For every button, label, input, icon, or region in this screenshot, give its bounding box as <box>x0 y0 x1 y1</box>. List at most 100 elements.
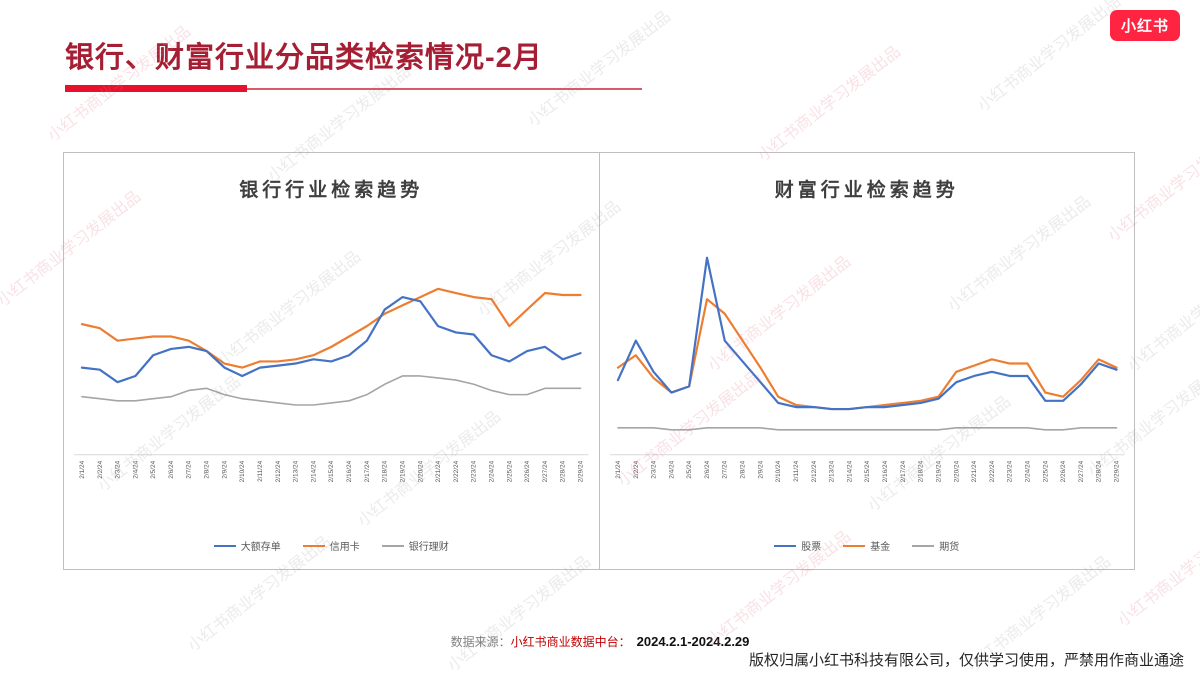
x-tick-label: 2/28/24 <box>560 460 567 482</box>
x-tick-label: 2/23/24 <box>471 460 478 482</box>
wealth-chart-title: 财富行业检索趋势 <box>774 180 959 201</box>
x-tick-label: 2/2/24 <box>632 460 639 478</box>
legend-item: 期货 <box>912 538 959 553</box>
x-tick-label: 2/20/24 <box>953 460 960 482</box>
data-source-line: 数据来源：小红书商业数据中台： 2024.2.1-2024.2.29 <box>0 633 1200 650</box>
wealth-chart-panel: 财富行业检索趋势 2/1/24 2/2/24 2/3/24 2/4/24 2/5/24 2… <box>598 153 1135 569</box>
watermark-text: 小红书商业学习发展出品 <box>754 43 905 165</box>
x-tick-label: 2/27/24 <box>542 460 549 482</box>
x-tick-label: 2/19/24 <box>399 460 406 482</box>
title-block: 银行、财富行业分品类检索情况-2月 <box>65 34 642 93</box>
x-tick-label: 2/12/24 <box>275 460 282 482</box>
line-chart: 2/1/24 2/2/24 2/3/24 2/4/24 2/5/24 2/6/24 2/7/… <box>609 256 1125 482</box>
legend-swatch <box>302 544 325 547</box>
legend-label: 股票 <box>801 542 822 553</box>
x-tick-label: 2/26/24 <box>524 460 531 482</box>
x-tick-label: 2/29/24 <box>578 460 585 482</box>
line-chart: 2/1/24 2/2/24 2/3/24 2/4/24 2/5/24 2/6/24 2/7/… <box>73 287 589 482</box>
x-tick-label: 2/5/24 <box>150 460 157 478</box>
copyright-notice: 版权归属小红书科技有限公司，仅供学习使用，严禁用作商业通途 <box>748 652 1184 669</box>
x-tick-label: 2/20/24 <box>417 460 424 482</box>
x-tick-label: 2/10/24 <box>239 460 246 482</box>
x-tick-label: 2/22/24 <box>988 460 995 482</box>
xiaohongshu-logo: 小红书 <box>1109 10 1180 41</box>
series-line <box>616 427 1117 431</box>
x-tick-label: 2/29/24 <box>1113 460 1120 482</box>
x-tick-label: 2/18/24 <box>917 460 924 482</box>
charts-container: 银行行业检索趋势 2/1/24 2/2/24 2/3/24 2/4/24 2/5/24 2… <box>63 152 1135 570</box>
x-tick-label: 2/10/24 <box>775 460 782 482</box>
legend-label: 银行理财 <box>408 542 449 553</box>
x-tick-label: 2/17/24 <box>364 460 371 482</box>
x-tick-label: 2/3/24 <box>650 460 657 478</box>
x-tick-label: 2/28/24 <box>1095 460 1102 482</box>
bank-chart-panel: 银行行业检索趋势 2/1/24 2/2/24 2/3/24 2/4/24 2/5/24 2… <box>64 153 599 569</box>
data-source-label: 数据来源： <box>450 635 511 649</box>
x-tick-label: 2/9/24 <box>757 460 764 478</box>
x-tick-label: 2/8/24 <box>739 460 746 478</box>
x-tick-label: 2/7/24 <box>186 460 193 478</box>
legend-item: 股票 <box>774 538 821 553</box>
watermark-text: 小红书商业学习发展出品 <box>974 0 1125 115</box>
title-underline-thick <box>65 85 247 92</box>
x-tick-label: 2/16/24 <box>346 460 353 482</box>
legend-swatch <box>912 544 935 547</box>
series-line <box>616 256 1118 411</box>
x-tick-label: 2/19/24 <box>935 460 942 482</box>
x-tick-label: 2/23/24 <box>1006 460 1013 482</box>
page-title: 银行、财富行业分品类检索情况-2月 <box>65 42 543 74</box>
x-tick-label: 2/4/24 <box>132 460 139 478</box>
x-tick-label: 2/12/24 <box>810 460 817 482</box>
x-tick-label: 2/13/24 <box>828 460 835 482</box>
x-tick-label: 2/14/24 <box>846 460 853 482</box>
x-tick-label: 2/1/24 <box>614 460 621 478</box>
x-tick-label: 2/9/24 <box>221 460 228 478</box>
wealth-chart-legend: 股票 基金 期货 <box>774 538 959 569</box>
x-tick-label: 2/14/24 <box>310 460 317 482</box>
x-tick-label: 2/1/24 <box>79 460 86 478</box>
x-tick-label: 2/11/24 <box>793 460 800 482</box>
data-source-date-range: 2024.2.1-2024.2.29 <box>636 634 750 649</box>
legend-label: 基金 <box>870 542 891 553</box>
legend-label: 期货 <box>939 542 960 553</box>
x-tick-label: 2/16/24 <box>882 460 889 482</box>
x-tick-label: 2/15/24 <box>328 460 335 482</box>
x-tick-label: 2/13/24 <box>293 460 300 482</box>
legend-swatch <box>381 544 404 547</box>
x-tick-label: 2/17/24 <box>899 460 906 482</box>
legend-swatch <box>213 544 236 547</box>
series-line <box>80 287 582 369</box>
x-tick-label: 2/24/24 <box>1024 460 1031 482</box>
x-tick-label: 2/6/24 <box>168 460 175 478</box>
legend-item: 大额存单 <box>213 538 281 553</box>
title-underline-thin <box>65 88 642 90</box>
bank-chart-legend: 大额存单 信用卡 银行理财 <box>213 538 449 569</box>
x-tick-label: 2/8/24 <box>204 460 211 478</box>
series-line <box>81 375 582 406</box>
x-tick-label: 2/25/24 <box>1042 460 1049 482</box>
legend-swatch <box>843 544 866 547</box>
data-source-name: 小红书商业数据中台： <box>510 635 631 649</box>
bank-chart-plot: 2/1/24 2/2/24 2/3/24 2/4/24 2/5/24 2/6/24 2/7/… <box>64 202 599 538</box>
x-tick-label: 2/15/24 <box>864 460 871 482</box>
legend-item: 银行理财 <box>381 538 449 553</box>
x-tick-label: 2/4/24 <box>668 460 675 478</box>
x-tick-label: 2/22/24 <box>453 460 460 482</box>
x-tick-label: 2/21/24 <box>435 460 442 482</box>
bank-chart-title: 银行行业检索趋势 <box>239 180 424 201</box>
x-tick-label: 2/5/24 <box>686 460 693 478</box>
x-tick-label: 2/26/24 <box>1060 460 1067 482</box>
legend-item: 信用卡 <box>302 538 360 553</box>
x-tick-label: 2/2/24 <box>97 460 104 478</box>
x-tick-label: 2/24/24 <box>488 460 495 482</box>
series-line <box>80 296 582 384</box>
x-tick-label: 2/11/24 <box>257 460 264 482</box>
x-tick-label: 2/18/24 <box>382 460 389 482</box>
x-tick-label: 2/7/24 <box>721 460 728 478</box>
legend-item: 基金 <box>843 538 890 553</box>
x-tick-label: 2/27/24 <box>1077 460 1084 482</box>
legend-label: 大额存单 <box>240 542 281 553</box>
x-tick-label: 2/21/24 <box>971 460 978 482</box>
x-tick-label: 2/3/24 <box>115 460 122 478</box>
title-underline <box>65 85 642 93</box>
